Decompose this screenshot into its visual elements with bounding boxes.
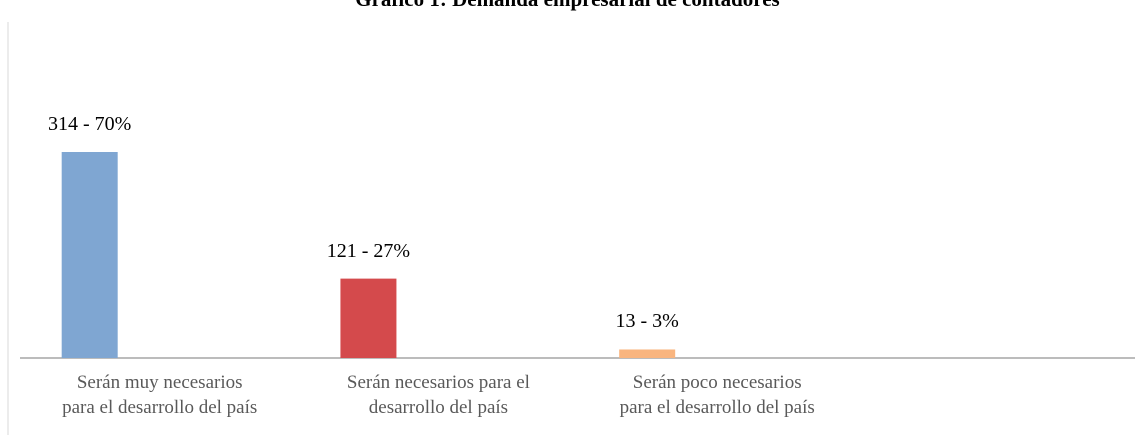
data-label: 314 - 70% — [48, 113, 132, 135]
chart-title: Gráfico 1: Demanda empresarial de contad… — [0, 0, 1135, 12]
bar — [61, 152, 118, 358]
bar — [619, 349, 676, 358]
x-tick-label: Serán poco necesarios para el desarrollo… — [619, 372, 815, 418]
data-label: 121 - 27% — [326, 239, 411, 262]
x-tick-label: Serán necesarios para el desarrollo del … — [346, 372, 530, 418]
x-tick-label: Serán muy necesarios para el desarrollo … — [62, 372, 258, 418]
bar — [340, 278, 397, 358]
data-label: 13 - 3% — [615, 310, 679, 333]
